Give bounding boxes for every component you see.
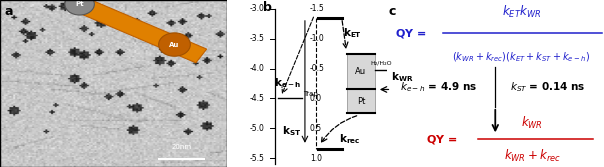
Text: -3.5: -3.5 (250, 34, 265, 43)
Text: Pt: Pt (357, 97, 365, 106)
Text: c: c (389, 5, 396, 18)
Text: 0.5: 0.5 (310, 124, 322, 133)
Text: $\mathbf{k_{WR}}$: $\mathbf{k_{WR}}$ (391, 71, 414, 85)
Circle shape (65, 0, 94, 15)
Bar (347, 54, 375, 113)
Text: -5.0: -5.0 (250, 124, 265, 133)
Text: $\mathit{k}_{WR}$: $\mathit{k}_{WR}$ (521, 115, 543, 131)
Text: Pt: Pt (76, 1, 84, 7)
Circle shape (159, 33, 190, 56)
Text: -4.0: -4.0 (250, 64, 265, 73)
Text: -4.5: -4.5 (250, 94, 265, 103)
Text: -0.5: -0.5 (310, 64, 324, 73)
Text: -1.0: -1.0 (310, 34, 324, 43)
Text: -1.5: -1.5 (310, 5, 324, 14)
Text: 0.0: 0.0 (310, 94, 322, 103)
Text: $\mathbf{QY}$ =: $\mathbf{QY}$ = (395, 27, 427, 40)
Text: $\mathbf{k_{ST}}$: $\mathbf{k_{ST}}$ (283, 124, 302, 138)
Text: b: b (263, 1, 272, 14)
Text: $\mathit{k}_{ET}\mathit{k}_{WR}$: $\mathit{k}_{ET}\mathit{k}_{WR}$ (502, 4, 541, 20)
Text: $\mathit{k}_{WR}+\mathit{k}_{rec}$: $\mathit{k}_{WR}+\mathit{k}_{rec}$ (504, 148, 561, 164)
Text: $k_{ST}$ = 0.14 ns: $k_{ST}$ = 0.14 ns (510, 80, 585, 94)
Text: H₂/H₂O: H₂/H₂O (370, 60, 392, 65)
Text: -3.0: -3.0 (250, 5, 265, 14)
Text: Trap: Trap (303, 91, 318, 97)
Text: $\mathbf{QY}$ =: $\mathbf{QY}$ = (426, 133, 457, 146)
Text: $k_{e-h}$ = 4.9 ns: $k_{e-h}$ = 4.9 ns (400, 80, 477, 94)
Text: Au: Au (355, 67, 367, 76)
Text: a: a (5, 5, 13, 18)
Text: $\mathbf{k_{rec}}$: $\mathbf{k_{rec}}$ (339, 132, 361, 146)
Text: 1.0: 1.0 (310, 153, 322, 162)
Text: 20nm: 20nm (171, 144, 191, 150)
Text: $(\mathit{k}_{WR}+\mathit{k}_{rec})(\mathit{k}_{ET}+\mathit{k}_{ST}+\mathit{k}_{: $(\mathit{k}_{WR}+\mathit{k}_{rec})(\mat… (452, 50, 591, 64)
Text: Au: Au (169, 42, 179, 48)
Polygon shape (74, 0, 207, 63)
Text: $\mathbf{k_{e-h}}$: $\mathbf{k_{e-h}}$ (274, 77, 302, 90)
Text: -5.5: -5.5 (250, 153, 265, 162)
Text: $\mathbf{k_{ET}}$: $\mathbf{k_{ET}}$ (343, 26, 362, 40)
